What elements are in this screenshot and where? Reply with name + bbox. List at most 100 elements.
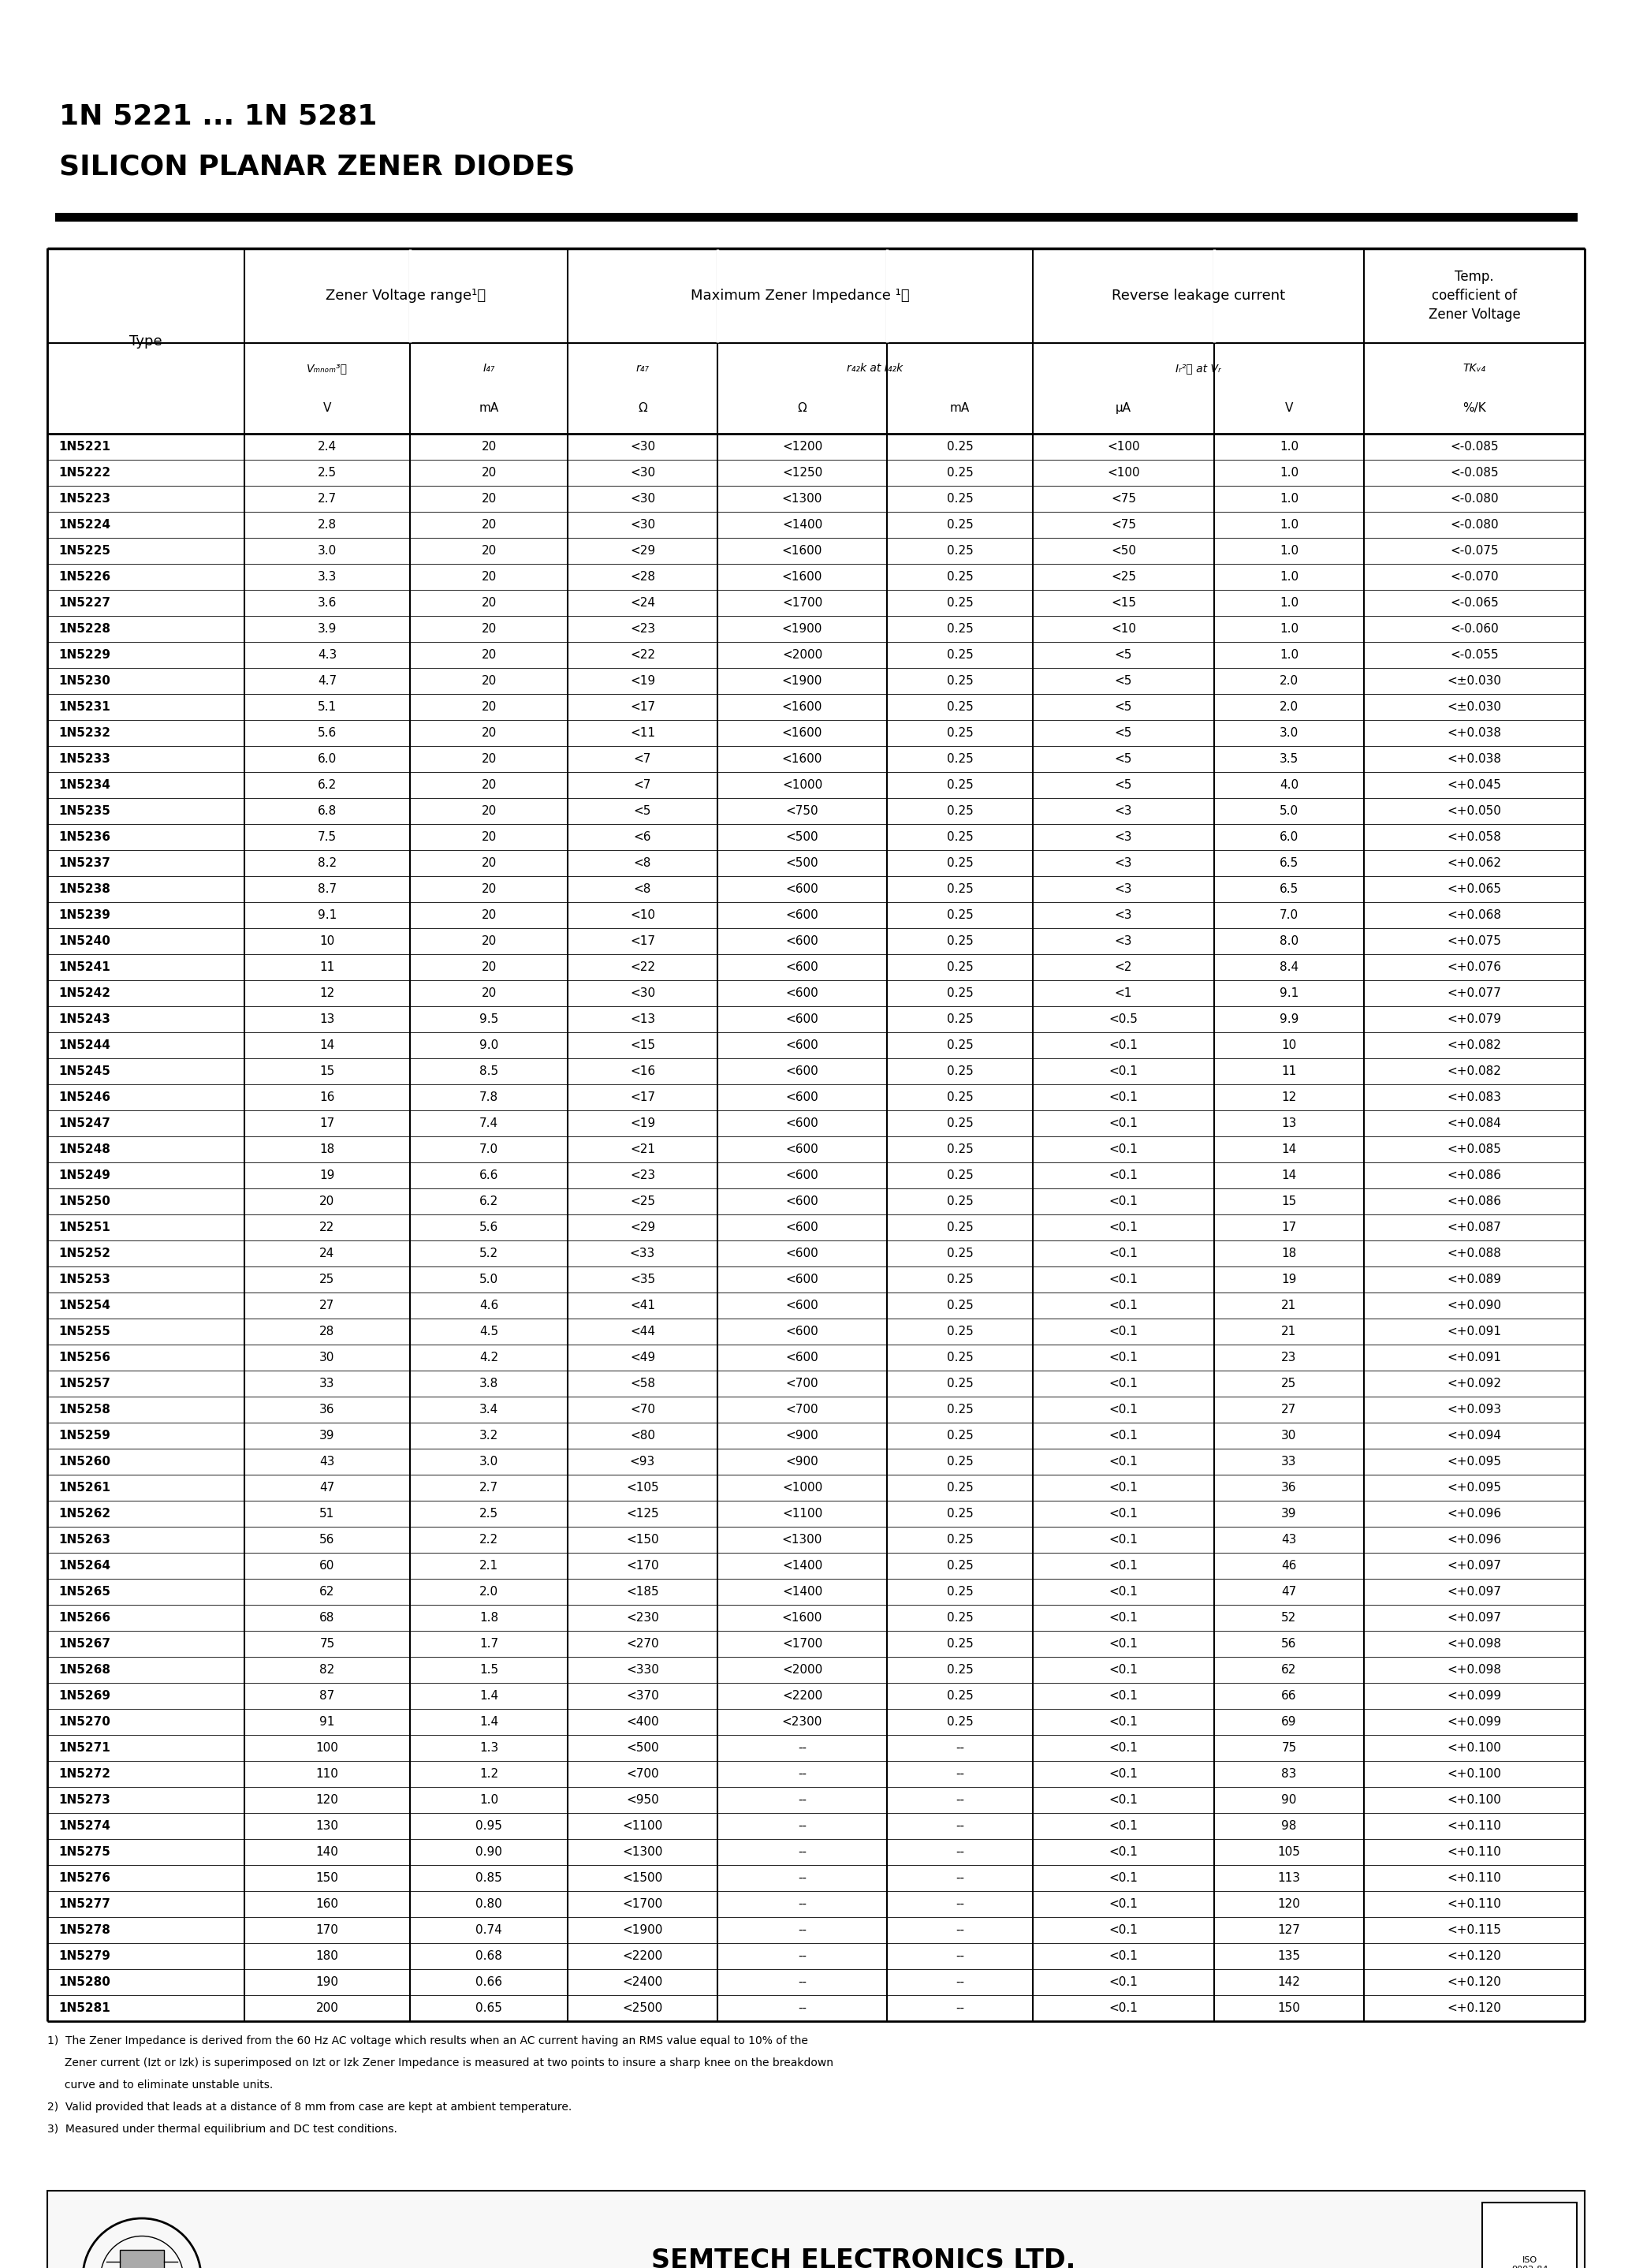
Text: <+0.086: <+0.086 (1448, 1170, 1501, 1182)
Text: 4.3: 4.3 (318, 649, 336, 660)
Text: <0.1: <0.1 (1108, 1717, 1138, 1728)
Text: <1100: <1100 (782, 1508, 823, 1520)
Text: 24: 24 (320, 1247, 335, 1259)
Text: 6.5: 6.5 (1279, 857, 1299, 869)
Text: 120: 120 (317, 1794, 338, 1805)
Text: 2.0: 2.0 (1279, 676, 1299, 687)
Text: 0.25: 0.25 (947, 1560, 973, 1572)
Text: 2.8: 2.8 (318, 519, 336, 531)
Text: 1N5243: 1N5243 (59, 1014, 111, 1025)
Text: <5: <5 (1115, 676, 1133, 687)
Text: 9.1: 9.1 (318, 909, 336, 921)
Text: 9.9: 9.9 (1279, 1014, 1299, 1025)
Text: 7.8: 7.8 (480, 1091, 498, 1102)
Text: 20: 20 (481, 492, 496, 506)
Text: --: -- (956, 1821, 965, 1833)
Text: 56: 56 (320, 1533, 335, 1547)
Text: 6.0: 6.0 (318, 753, 336, 764)
Text: 2.2: 2.2 (480, 1533, 498, 1547)
Text: <80: <80 (630, 1429, 654, 1442)
Text: Zener current (Izt or Izk) is superimposed on Izt or Izk Zener Impedance is meas: Zener current (Izt or Izk) is superimpos… (47, 2057, 834, 2068)
Text: <29: <29 (630, 1222, 654, 1234)
Text: 6.8: 6.8 (318, 805, 336, 816)
Text: <0.1: <0.1 (1108, 1118, 1138, 1129)
Text: <8: <8 (633, 857, 651, 869)
Text: <1500: <1500 (622, 1871, 663, 1885)
Text: <29: <29 (630, 544, 654, 556)
Text: V: V (1284, 401, 1293, 415)
Text: <500: <500 (785, 857, 819, 869)
Text: <+0.076: <+0.076 (1448, 962, 1501, 973)
Text: <-0.085: <-0.085 (1449, 440, 1498, 454)
Text: <+0.100: <+0.100 (1448, 1794, 1501, 1805)
Text: 82: 82 (320, 1665, 335, 1676)
Text: <270: <270 (627, 1637, 659, 1649)
Text: <6: <6 (633, 830, 651, 844)
Text: <1200: <1200 (782, 440, 823, 454)
Text: 16: 16 (320, 1091, 335, 1102)
Text: <70: <70 (630, 1404, 654, 1415)
Text: <600: <600 (785, 1143, 819, 1154)
Text: <35: <35 (630, 1275, 654, 1286)
Text: <50: <50 (1111, 544, 1136, 556)
Text: 142: 142 (1278, 1975, 1301, 1989)
Bar (1482, 2202, 1577, 2268)
Text: 0.25: 0.25 (947, 492, 973, 506)
Text: <93: <93 (630, 1456, 656, 1467)
Text: 1N5231: 1N5231 (59, 701, 111, 712)
Text: --: -- (798, 1769, 806, 1780)
Text: 36: 36 (1281, 1481, 1297, 1495)
Text: 180: 180 (317, 1950, 338, 1962)
Text: 3.5: 3.5 (1279, 753, 1299, 764)
Text: 20: 20 (481, 882, 496, 896)
Text: <+0.120: <+0.120 (1448, 2003, 1501, 2014)
Text: <+0.075: <+0.075 (1448, 934, 1501, 948)
Text: <0.1: <0.1 (1108, 1325, 1138, 1338)
Text: <10: <10 (630, 909, 654, 921)
Text: 19: 19 (320, 1170, 335, 1182)
Text: <1300: <1300 (782, 1533, 823, 1547)
Text: <3: <3 (1115, 882, 1133, 896)
Text: Type: Type (129, 333, 162, 349)
Text: <700: <700 (785, 1404, 819, 1415)
Text: 1N5266: 1N5266 (59, 1613, 111, 1624)
Text: --: -- (956, 1871, 965, 1885)
Text: <0.1: <0.1 (1108, 1613, 1138, 1624)
Text: <5: <5 (1115, 649, 1133, 660)
Text: <+0.096: <+0.096 (1448, 1533, 1501, 1547)
Text: 3)  Measured under thermal equilibrium and DC test conditions.: 3) Measured under thermal equilibrium an… (47, 2123, 397, 2134)
Text: <+0.088: <+0.088 (1448, 1247, 1501, 1259)
Text: 19: 19 (1281, 1275, 1297, 1286)
Text: <22: <22 (630, 962, 654, 973)
Text: 2.7: 2.7 (480, 1481, 498, 1495)
Text: 5.6: 5.6 (480, 1222, 498, 1234)
Text: 2.5: 2.5 (318, 467, 336, 479)
Text: <170: <170 (627, 1560, 659, 1572)
Text: 15: 15 (1281, 1195, 1297, 1207)
Text: <+0.089: <+0.089 (1448, 1275, 1501, 1286)
Text: <+0.068: <+0.068 (1448, 909, 1501, 921)
Text: <+0.038: <+0.038 (1448, 728, 1501, 739)
Text: <500: <500 (627, 1742, 659, 1753)
Text: --: -- (798, 1975, 806, 1989)
Text: 1N5237: 1N5237 (59, 857, 111, 869)
Text: 20: 20 (481, 728, 496, 739)
Text: 200: 200 (317, 2003, 338, 2014)
Text: 30: 30 (1281, 1429, 1297, 1442)
Text: <+0.096: <+0.096 (1448, 1508, 1501, 1520)
Text: <11: <11 (630, 728, 654, 739)
Text: <400: <400 (627, 1717, 659, 1728)
Text: Reverse leakage current: Reverse leakage current (1111, 288, 1284, 304)
Text: <44: <44 (630, 1325, 654, 1338)
Text: 0.25: 0.25 (947, 1352, 973, 1363)
Text: 3.3: 3.3 (318, 572, 336, 583)
Text: 0.95: 0.95 (475, 1821, 503, 1833)
Text: 0.25: 0.25 (947, 1533, 973, 1547)
Text: <+0.097: <+0.097 (1448, 1585, 1501, 1597)
Text: 0.68: 0.68 (475, 1950, 503, 1962)
Text: 0.25: 0.25 (947, 1170, 973, 1182)
Text: 0.25: 0.25 (947, 701, 973, 712)
Text: 11: 11 (1281, 1066, 1297, 1077)
Text: 1N5222: 1N5222 (59, 467, 111, 479)
Text: <900: <900 (785, 1429, 819, 1442)
